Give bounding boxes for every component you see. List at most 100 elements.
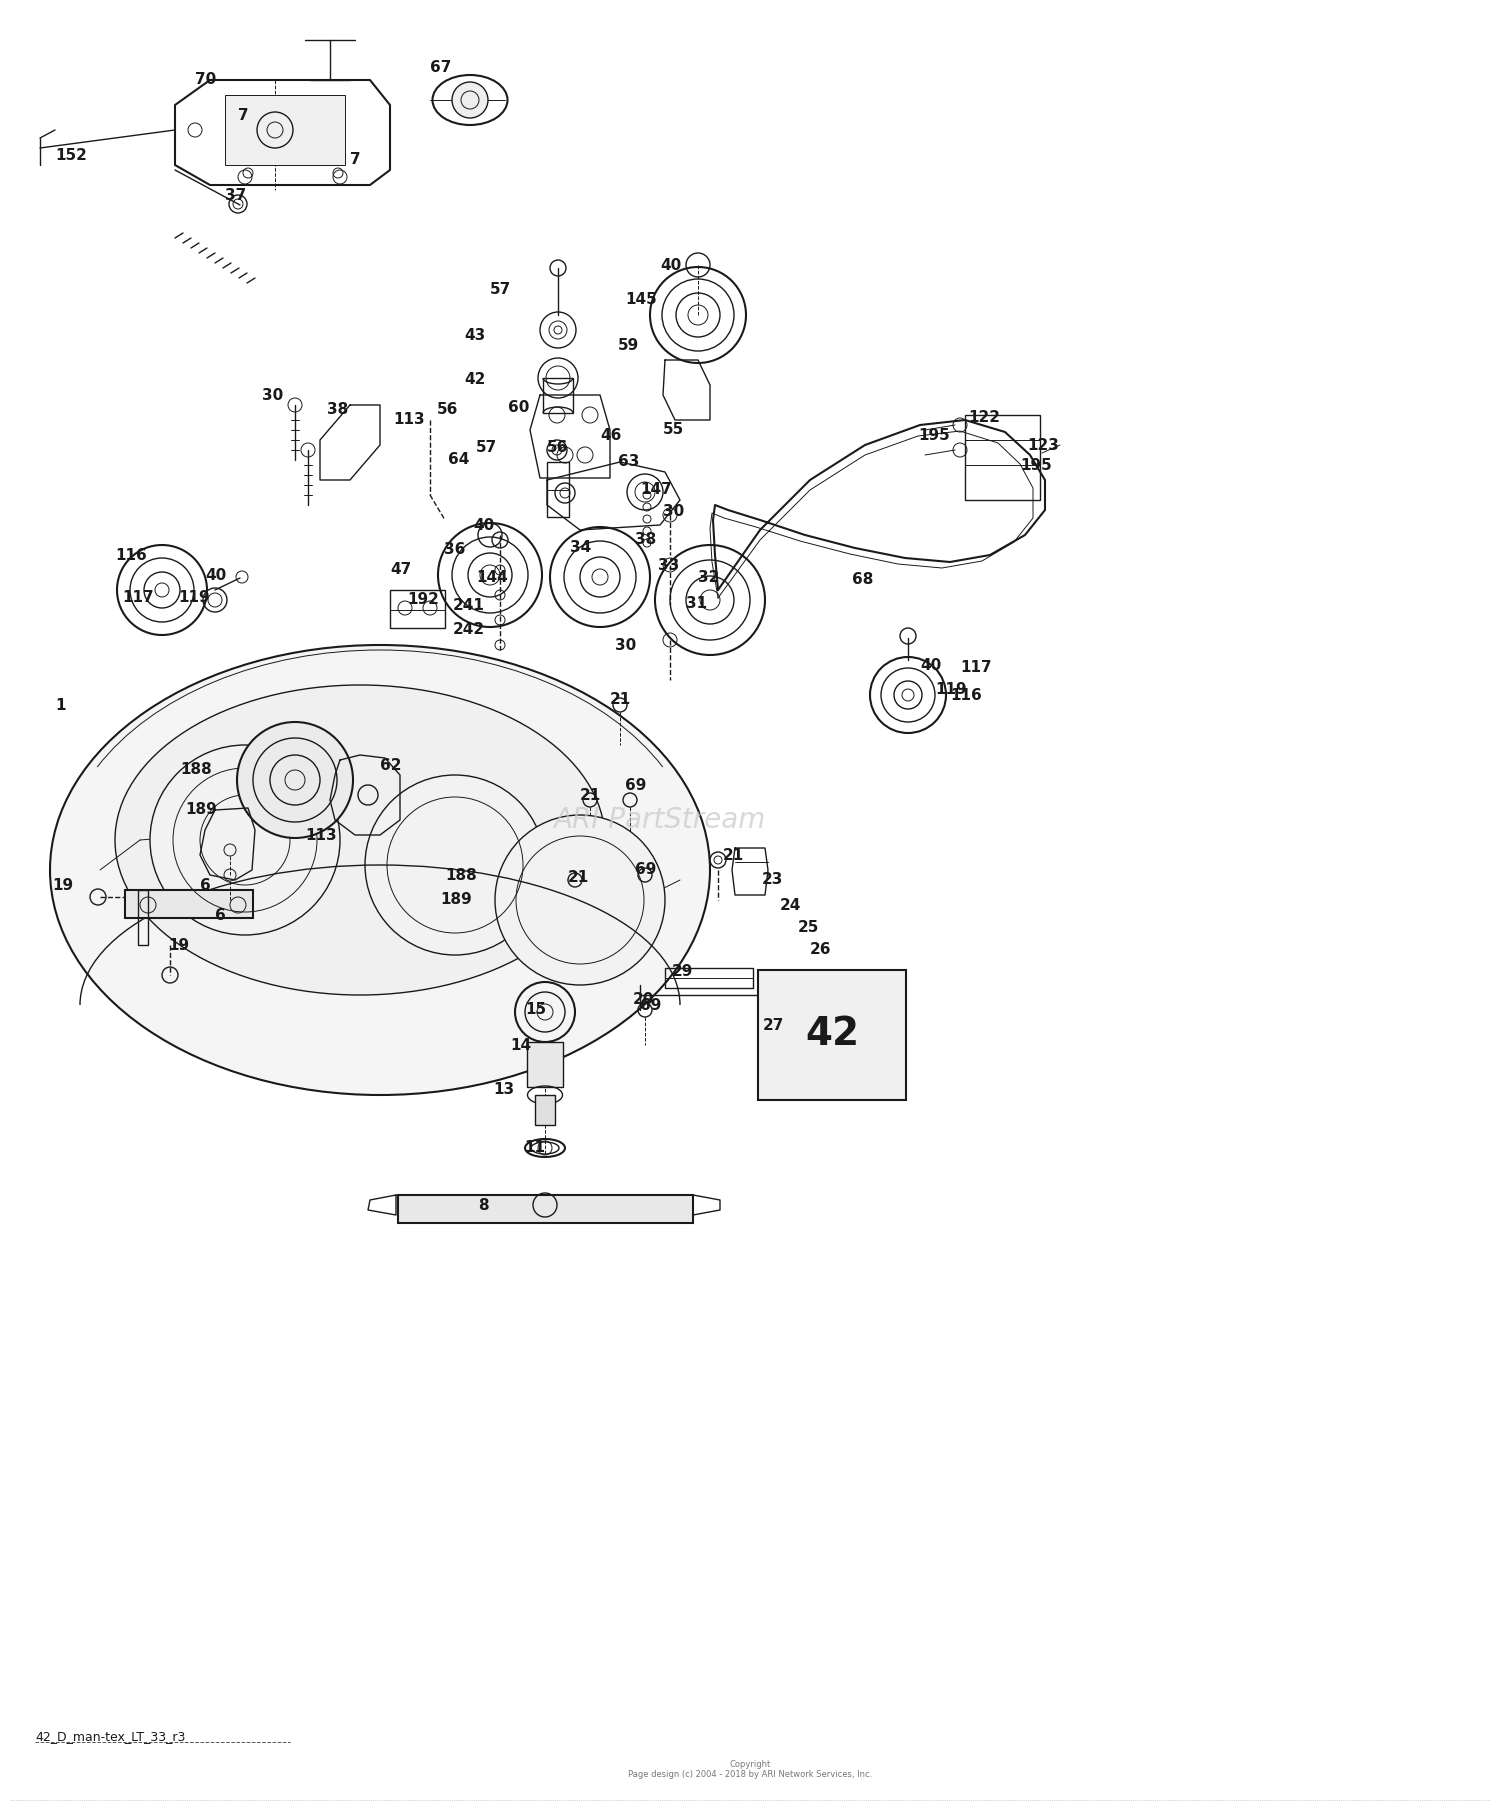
Text: 21: 21 (723, 848, 744, 863)
Text: 56: 56 (436, 403, 459, 418)
Text: 21: 21 (568, 870, 590, 886)
Circle shape (452, 82, 488, 118)
Circle shape (150, 745, 340, 935)
Bar (758, 970, 906, 1100)
Text: 64: 64 (448, 452, 470, 467)
Text: 62: 62 (380, 757, 402, 772)
Text: 113: 113 (393, 412, 424, 427)
Text: 21: 21 (580, 788, 602, 803)
Text: ARI PartStream: ARI PartStream (554, 806, 766, 834)
Ellipse shape (50, 645, 709, 1095)
Text: 34: 34 (570, 539, 591, 554)
Text: 26: 26 (810, 943, 831, 957)
Text: 19: 19 (168, 937, 189, 953)
Text: 6: 6 (214, 908, 225, 923)
Bar (548, 461, 568, 518)
Text: 69: 69 (640, 997, 662, 1013)
Text: 43: 43 (464, 327, 486, 343)
Text: 40: 40 (206, 567, 226, 583)
Bar (225, 94, 345, 165)
Circle shape (237, 723, 352, 837)
Text: 60: 60 (509, 401, 530, 416)
Text: 42_D_man-tex_LT_33_r3: 42_D_man-tex_LT_33_r3 (34, 1731, 186, 1743)
Text: 11: 11 (524, 1140, 544, 1155)
Circle shape (364, 775, 544, 955)
Text: 188: 188 (180, 763, 212, 777)
Text: 40: 40 (472, 518, 495, 532)
Text: 14: 14 (510, 1037, 531, 1053)
Text: 63: 63 (618, 454, 639, 470)
Circle shape (495, 815, 664, 984)
Text: 241: 241 (453, 597, 484, 612)
Text: 27: 27 (764, 1017, 784, 1033)
Text: 37: 37 (225, 187, 246, 203)
Text: 116: 116 (950, 688, 981, 703)
Text: 30: 30 (262, 387, 284, 403)
Text: 47: 47 (390, 563, 411, 577)
Text: 55: 55 (663, 423, 684, 438)
Text: 8: 8 (478, 1197, 489, 1213)
Bar (964, 416, 1040, 499)
Text: 19: 19 (53, 877, 74, 892)
Text: 195: 195 (918, 427, 950, 443)
Text: 38: 38 (634, 532, 657, 547)
Bar (138, 890, 148, 944)
Text: 147: 147 (640, 483, 672, 498)
Bar (526, 1042, 562, 1088)
Text: 69: 69 (626, 777, 646, 792)
Bar (390, 590, 445, 628)
Text: 192: 192 (406, 592, 439, 608)
Text: 189: 189 (440, 892, 471, 908)
Text: 25: 25 (798, 921, 819, 935)
Text: 1: 1 (56, 697, 66, 712)
Text: 29: 29 (672, 964, 693, 979)
Text: 119: 119 (178, 590, 210, 605)
Text: 57: 57 (490, 283, 512, 298)
Text: 117: 117 (960, 661, 992, 676)
Bar (664, 968, 753, 988)
Text: 117: 117 (122, 590, 153, 605)
Text: 188: 188 (446, 868, 477, 883)
Text: 152: 152 (56, 147, 87, 162)
Text: 33: 33 (658, 558, 680, 572)
Text: 36: 36 (444, 543, 465, 558)
Text: 24: 24 (780, 897, 801, 912)
Text: 242: 242 (453, 623, 484, 637)
Text: 6: 6 (200, 877, 210, 892)
Text: 7: 7 (350, 153, 360, 167)
Text: 15: 15 (525, 1002, 546, 1017)
Ellipse shape (116, 685, 604, 995)
Text: 68: 68 (852, 572, 873, 588)
Text: Copyright
Page design (c) 2004 - 2018 by ARI Network Services, Inc.: Copyright Page design (c) 2004 - 2018 by… (628, 1760, 872, 1780)
Text: 38: 38 (327, 403, 348, 418)
Text: 145: 145 (626, 292, 657, 307)
Text: 57: 57 (476, 441, 496, 456)
Text: 122: 122 (968, 410, 1000, 425)
Text: 144: 144 (476, 570, 507, 585)
Text: 20: 20 (633, 993, 654, 1008)
Text: 123: 123 (1028, 438, 1059, 452)
Text: 32: 32 (698, 570, 720, 585)
Bar (536, 1095, 555, 1124)
Text: 113: 113 (304, 828, 336, 843)
Text: 23: 23 (762, 872, 783, 888)
Bar (124, 890, 254, 919)
Text: 30: 30 (615, 637, 636, 652)
Text: 189: 189 (184, 803, 216, 817)
Text: 46: 46 (600, 427, 621, 443)
Text: 119: 119 (934, 683, 966, 697)
Bar (543, 378, 573, 412)
Text: 31: 31 (686, 596, 706, 610)
Text: 42: 42 (464, 372, 486, 387)
Text: 195: 195 (1020, 458, 1052, 472)
Text: 59: 59 (618, 338, 639, 352)
Text: 21: 21 (610, 692, 632, 708)
Text: 40: 40 (920, 657, 942, 672)
Text: 116: 116 (116, 547, 147, 563)
Text: 67: 67 (430, 60, 451, 76)
Text: 40: 40 (660, 258, 681, 272)
Text: 69: 69 (634, 863, 657, 877)
Text: 56: 56 (548, 441, 568, 456)
Text: 30: 30 (663, 505, 684, 519)
Bar (398, 1195, 693, 1222)
